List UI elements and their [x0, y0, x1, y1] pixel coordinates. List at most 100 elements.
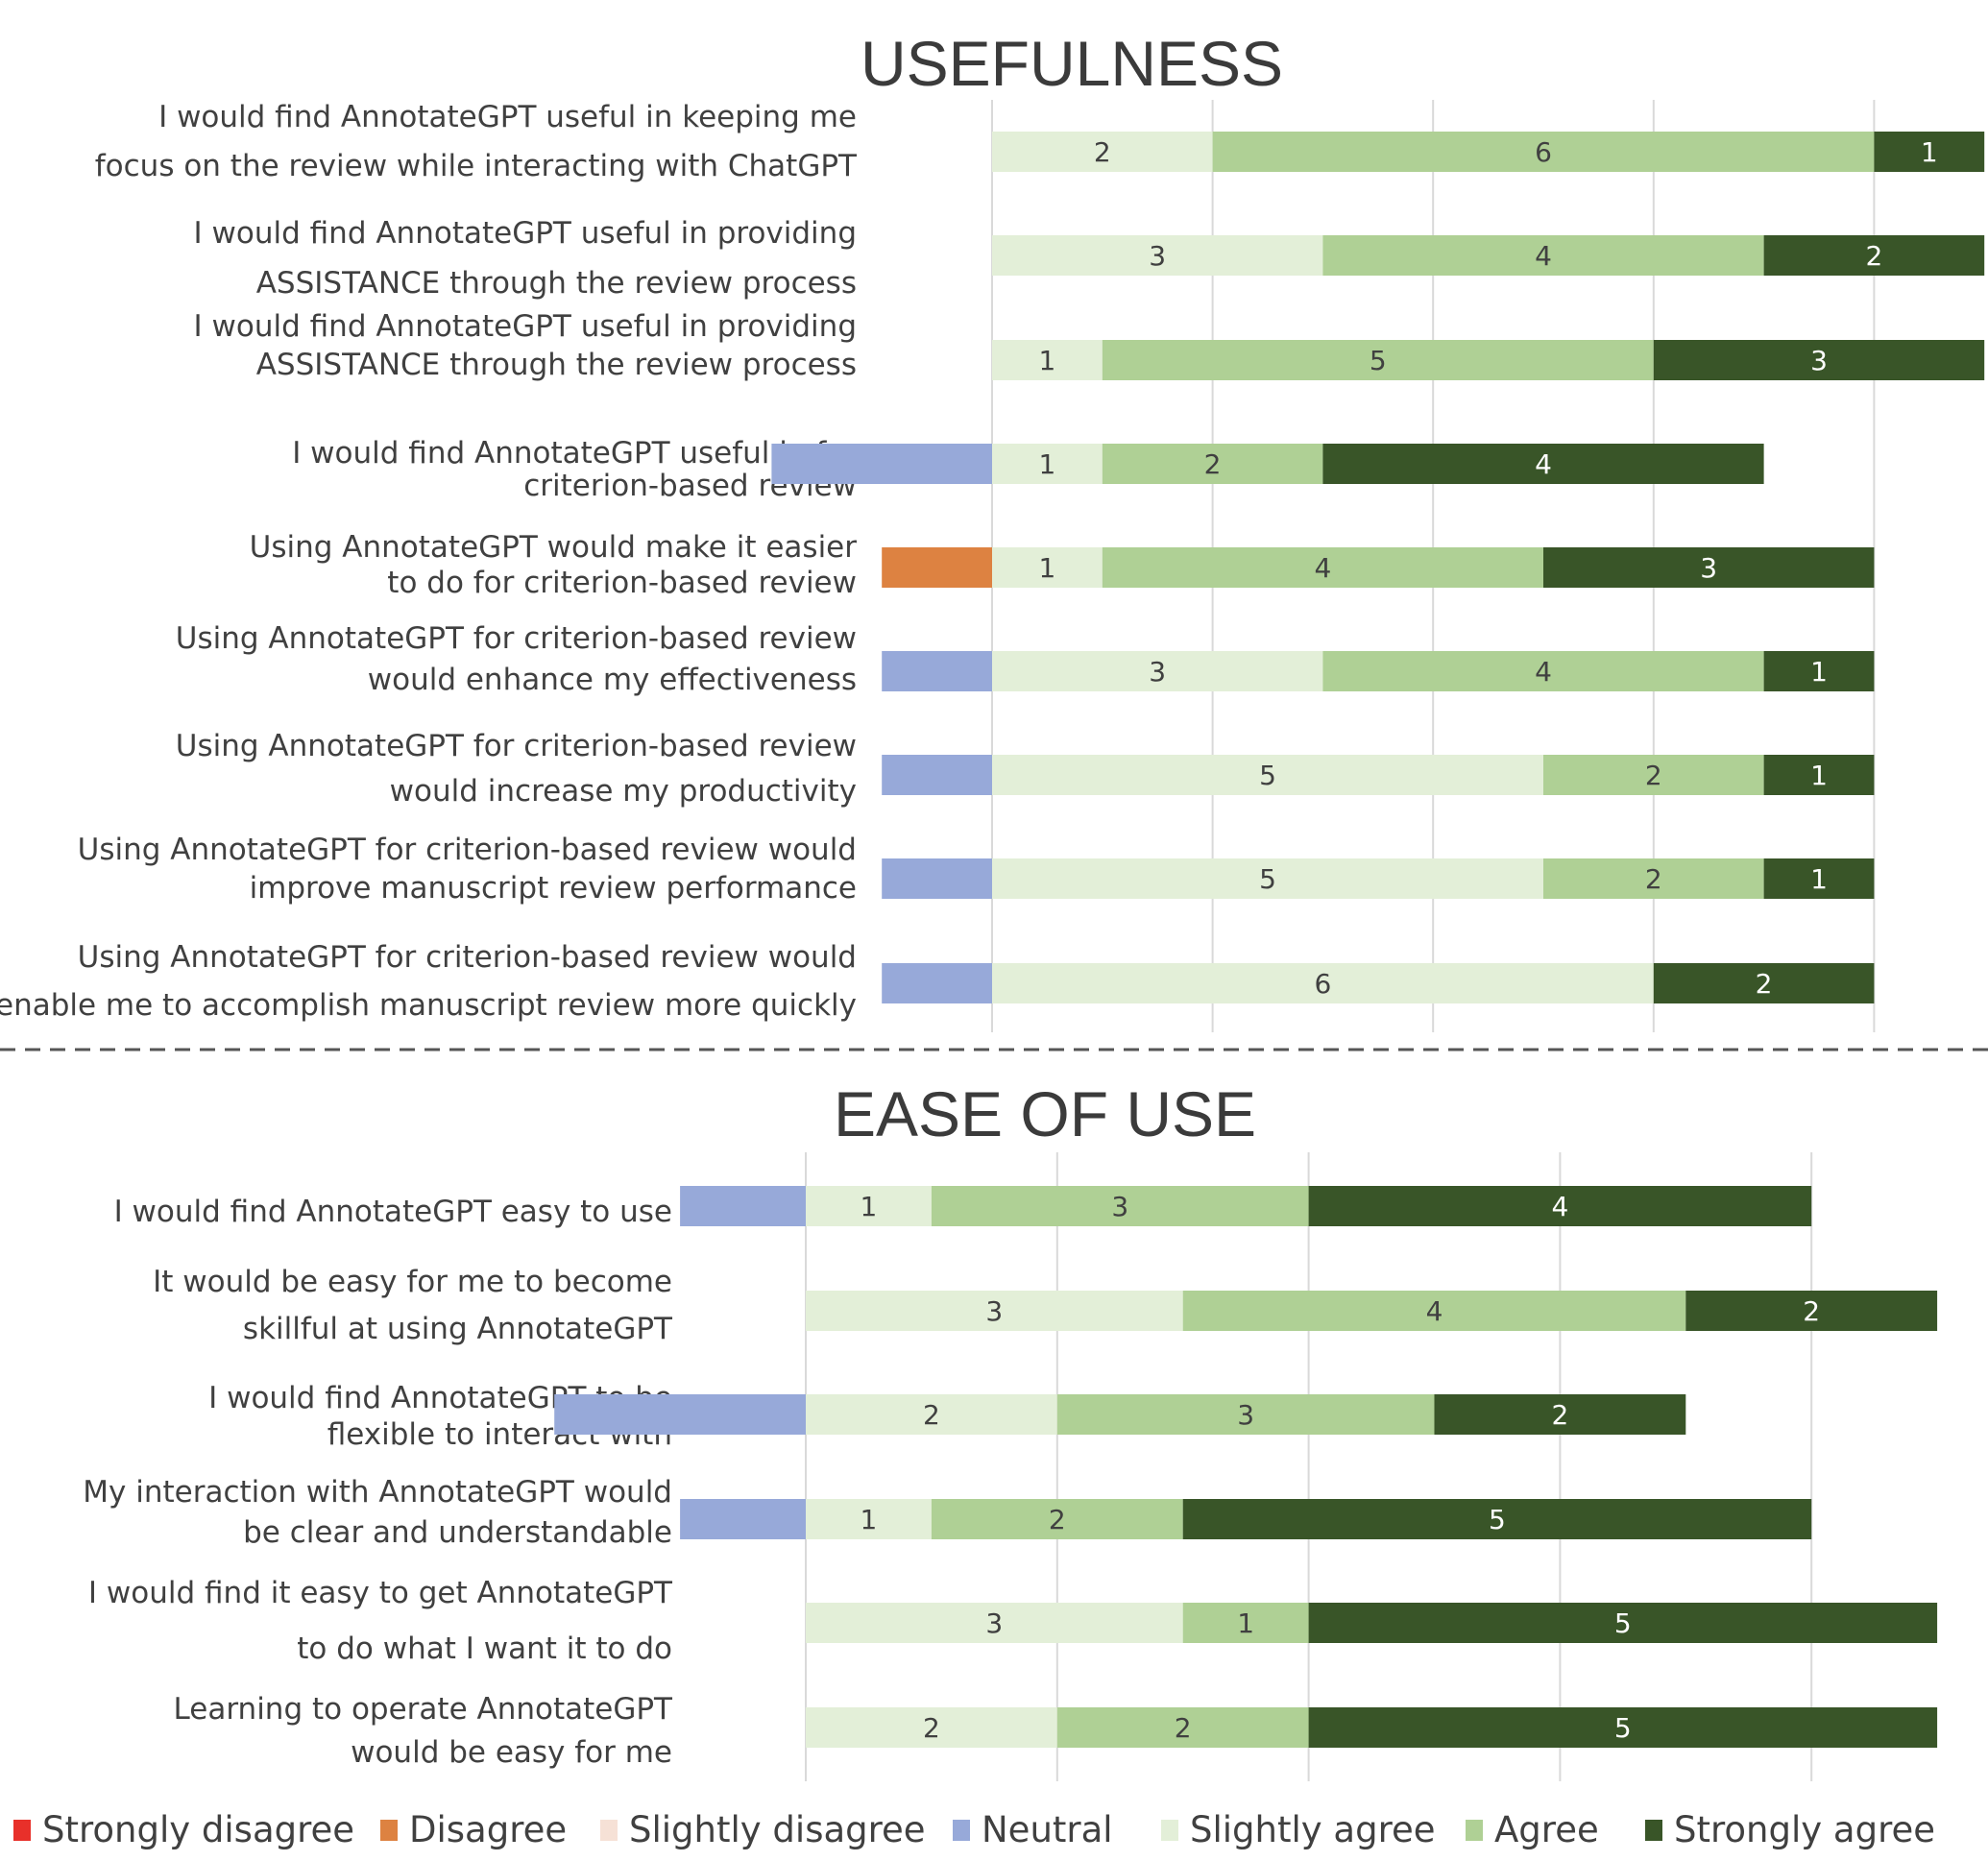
question-label: Using AnnotateGPT for criterion-based re… [176, 729, 857, 763]
bar-value-label: 2 [1865, 240, 1882, 272]
bar-row: I would find AnnotateGPT useful in forcr… [292, 436, 1764, 503]
bar-value-label: 3 [1149, 656, 1166, 688]
usefulness-title: USEFULNESS [861, 28, 1283, 99]
legend-label: Slightly disagree [629, 1809, 926, 1850]
bar-segment-strongly-agree [1434, 1394, 1686, 1435]
bar-segment-strongly-agree [1763, 651, 1875, 691]
bar-segment-slightly-agree [806, 1499, 932, 1539]
question-label: to do what I want it to do [297, 1631, 672, 1666]
bar-segment-slightly-agree [992, 651, 1323, 691]
legend: Strongly disagree Disagree Slightly disagr… [13, 1809, 1935, 1850]
bar-value-label: 6 [1535, 136, 1552, 168]
bar-segment-agree [1322, 651, 1764, 691]
bar-value-label: 4 [1535, 656, 1552, 688]
bar-value-label: 5 [1614, 1607, 1632, 1639]
question-label: I would find AnnotateGPT useful in for [292, 436, 857, 471]
bar-value-label: 5 [1614, 1712, 1632, 1744]
bar-segment-neutral [882, 963, 992, 1003]
bar-value-label: 5 [1489, 1504, 1506, 1535]
bar-segment-slightly-agree [992, 858, 1543, 899]
question-label: improve manuscript review performance [250, 871, 857, 906]
bar-value-label: 3 [1700, 552, 1717, 584]
bar-segment-agree [1102, 547, 1543, 588]
bar-segment-strongly-agree [1322, 444, 1764, 484]
question-label: to do for criterion-based review [387, 566, 857, 600]
question-label: Learning to operate AnnotateGPT [174, 1692, 674, 1727]
bar-segment-slightly-agree [992, 963, 1654, 1003]
question-label: I would find AnnotateGPT easy to use [114, 1195, 672, 1229]
question-label: I would find AnnotateGPT useful in provi… [194, 309, 857, 344]
bar-value-label: 4 [1535, 448, 1552, 480]
bar-segment-strongly-agree [1308, 1186, 1812, 1226]
bar-segment-slightly-agree [806, 1394, 1057, 1435]
question-label: focus on the review while interacting wi… [95, 149, 858, 183]
bar-value-label: 2 [923, 1399, 940, 1431]
bar-segment-agree [931, 1186, 1309, 1226]
bar-value-label: 3 [1810, 345, 1828, 376]
ease-of-use-title: EASE OF USE [834, 1078, 1256, 1149]
bar-row: Using AnnotateGPT for criterion-based re… [78, 833, 1875, 906]
bar-segment-strongly-agree [1182, 1499, 1812, 1539]
gridlines [805, 1152, 1813, 1781]
bar-segment-slightly-agree [806, 1707, 1057, 1748]
bar-segment-strongly-agree [1308, 1707, 1938, 1748]
bar-segment-agree [1212, 132, 1875, 172]
bar-row: I would find it easy to get AnnotateGPT t… [88, 1576, 1938, 1666]
bar-value-label: 4 [1551, 1191, 1568, 1222]
legend-label: Disagree [409, 1809, 567, 1850]
bar-row: I would find AnnotateGPT useful in provi… [194, 309, 1985, 382]
bar-segment-slightly-agree [806, 1186, 932, 1226]
bar-row: Using AnnotateGPT for criterion-based re… [176, 621, 1875, 697]
bar-segment-neutral [771, 444, 992, 484]
question-label: would enhance my effectiveness [368, 663, 857, 697]
bar-value-label: 3 [1149, 240, 1166, 272]
legend-label: Strongly disagree [42, 1809, 354, 1850]
bar-segment-agree [1543, 755, 1764, 795]
bar-segment-agree [1056, 1394, 1435, 1435]
legend-label: Neutral [982, 1809, 1113, 1850]
question-label: It would be easy for me to become [153, 1265, 672, 1299]
bar-value-label: 5 [1370, 345, 1387, 376]
legend-swatch [953, 1820, 970, 1841]
legend-label: Strongly agree [1674, 1809, 1935, 1850]
bar-segment-strongly-agree [1308, 1603, 1938, 1643]
bar-segment-strongly-agree [1763, 858, 1875, 899]
bar-value-label: 5 [1259, 760, 1276, 791]
bar-value-label: 1 [1810, 760, 1828, 791]
legend-swatch [1161, 1820, 1178, 1841]
legend-item-slightly-agree: Slightly agree [1161, 1809, 1436, 1850]
bar-value-label: 1 [1038, 345, 1055, 376]
bar-row: I would find AnnotateGPT easy to use 1 3 4 [114, 1186, 1812, 1229]
bar-value-label: 2 [1049, 1504, 1066, 1535]
bar-segment-neutral [680, 1186, 806, 1226]
legend-item-agree: Agree [1466, 1809, 1599, 1850]
question-label: be clear and understandable [243, 1515, 672, 1550]
bar-segment-slightly-agree [992, 132, 1213, 172]
bar-segment-strongly-agree [1763, 235, 1985, 276]
bar-segment-agree [1102, 444, 1323, 484]
bar-segment-strongly-agree [1653, 963, 1875, 1003]
question-label: ASSISTANCE through the review process [256, 348, 857, 382]
bar-segment-neutral [554, 1394, 806, 1435]
bar-segment-neutral [882, 858, 992, 899]
bar-segment-agree [1182, 1291, 1686, 1331]
bar-segment-strongly-agree [1543, 547, 1875, 588]
legend-item-strongly-agree: Strongly agree [1645, 1809, 1935, 1850]
ease-of-use-panel: EASE OF USE I would find AnnotateGPT eas… [83, 1078, 1938, 1781]
bar-value-label: 2 [1645, 863, 1662, 895]
bar-segment-strongly-agree [1763, 755, 1875, 795]
legend-swatch [380, 1820, 398, 1841]
bar-segment-strongly-agree [1653, 340, 1985, 380]
legend-item-disagree: Disagree [380, 1809, 567, 1850]
bar-value-label: 3 [985, 1607, 1003, 1639]
bar-value-label: 1 [1810, 656, 1828, 688]
bar-value-label: 2 [1645, 760, 1662, 791]
question-label: Using AnnotateGPT would make it easier [250, 530, 858, 565]
bar-row: My interaction with AnnotateGPT would be … [83, 1475, 1812, 1550]
bar-value-label: 3 [985, 1295, 1003, 1327]
bar-row: Using AnnotateGPT would make it easierto… [250, 530, 1875, 600]
question-label: I would find it easy to get AnnotateGPT [88, 1576, 673, 1610]
bar-segment-slightly-agree [992, 340, 1103, 380]
legend-swatch [13, 1820, 31, 1841]
